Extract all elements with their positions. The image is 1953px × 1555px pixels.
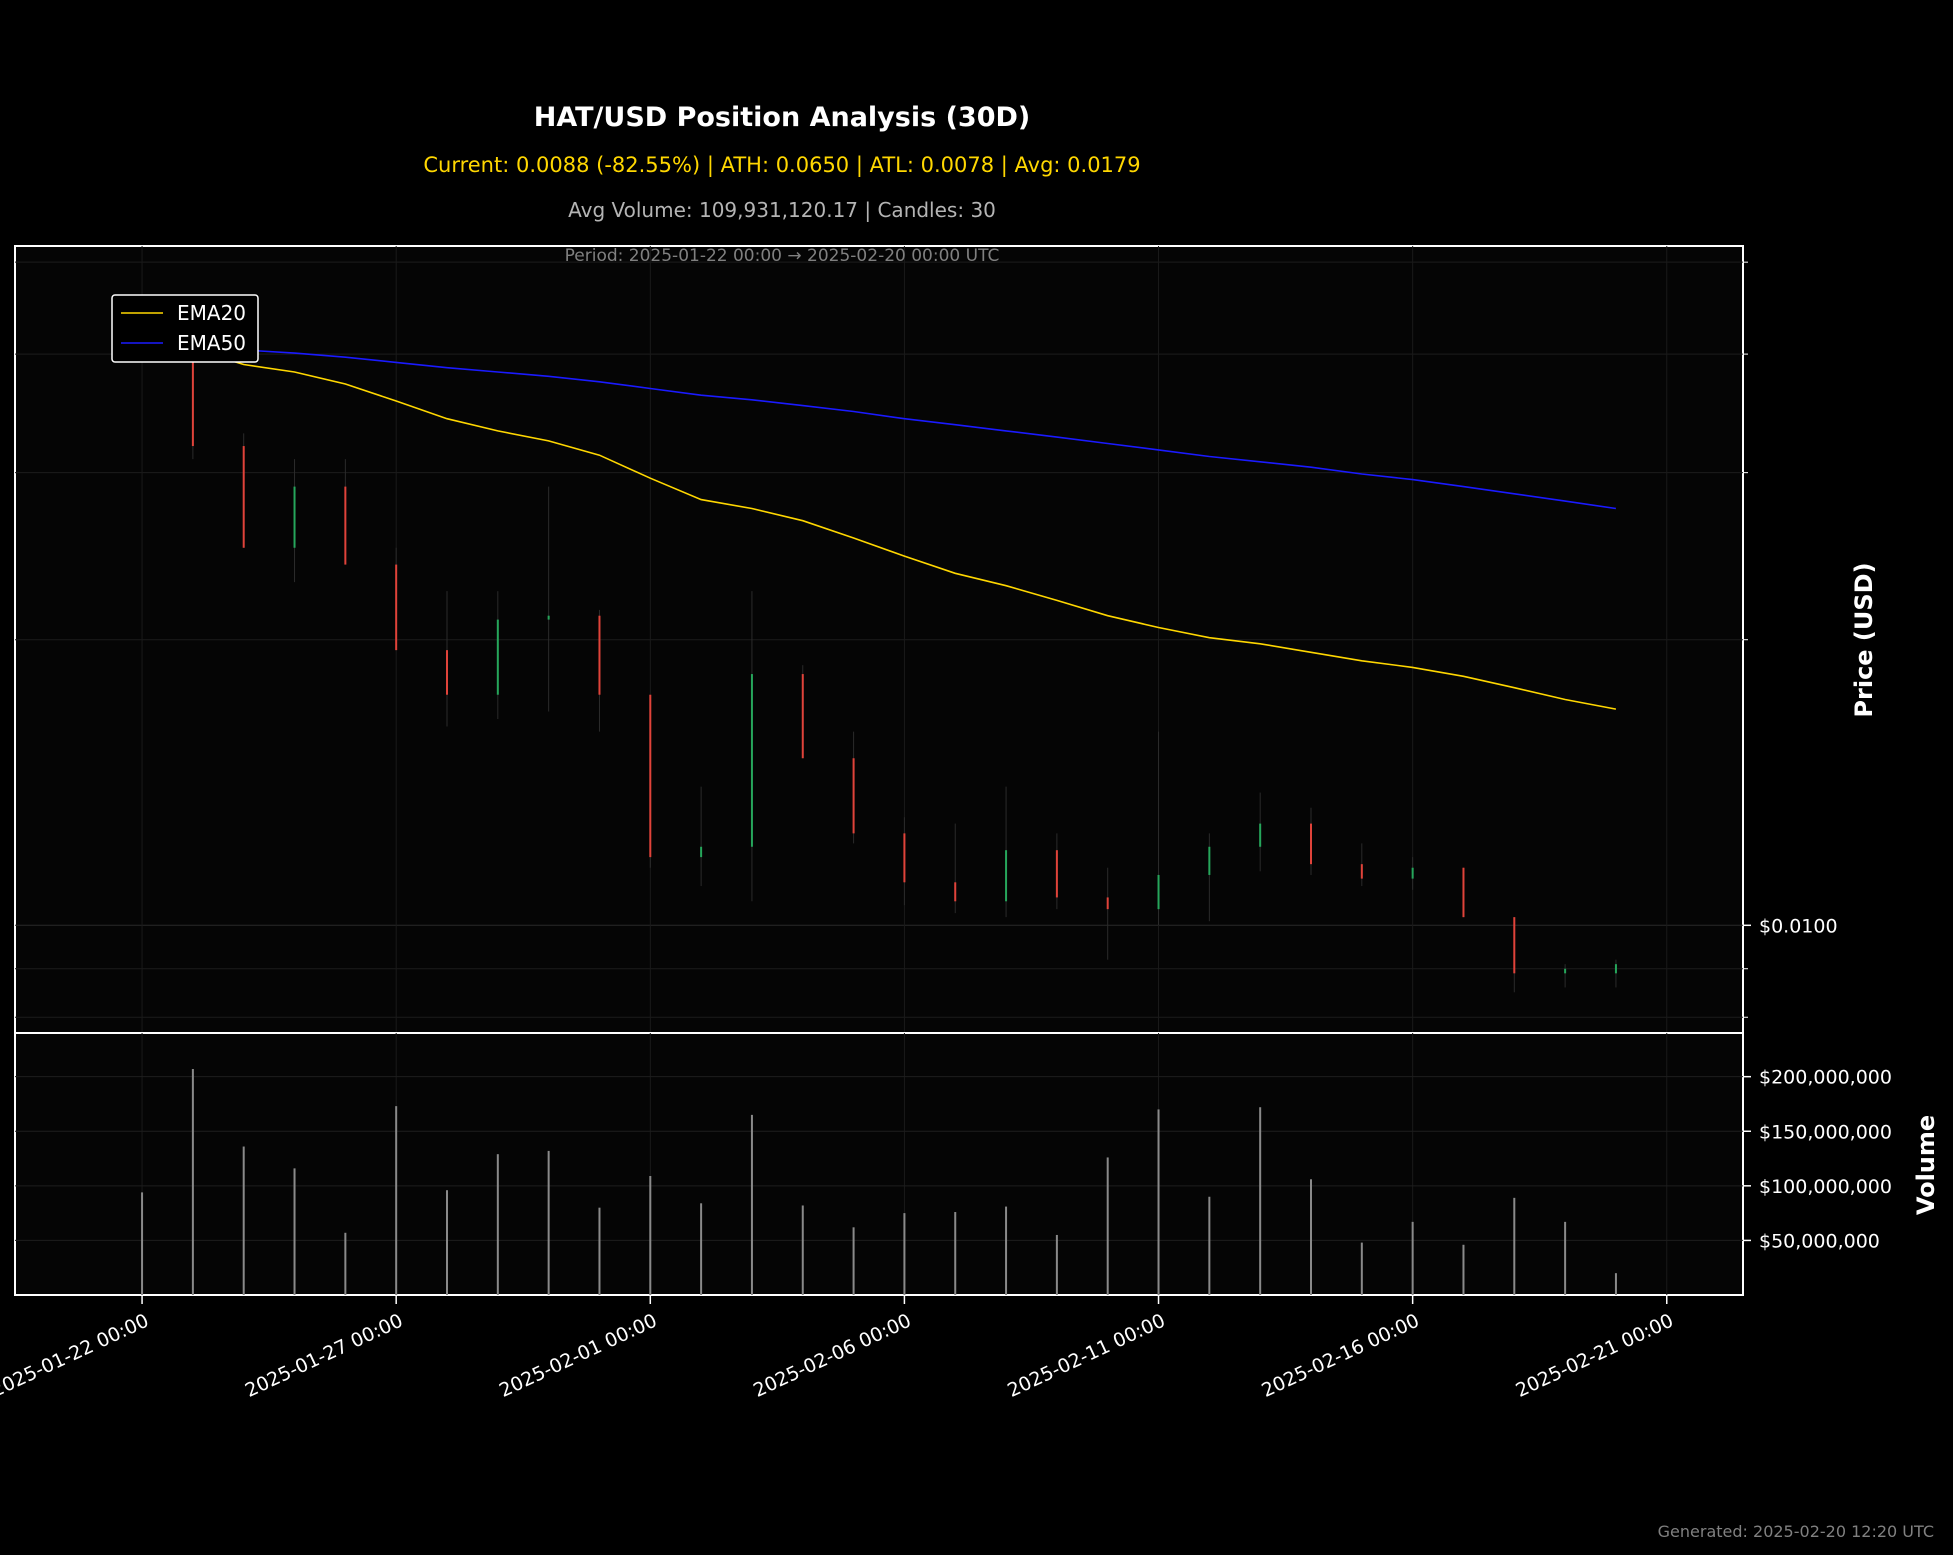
- volume-bars: [141, 1069, 1617, 1295]
- candle-body-up: [496, 619, 499, 695]
- volume-bar: [801, 1205, 804, 1295]
- candle-body-down: [1360, 864, 1363, 879]
- volume-bar: [344, 1232, 347, 1295]
- candle-body-down: [801, 674, 804, 759]
- candle-body-up: [1259, 823, 1262, 847]
- price-tick-label: $0.0100: [1759, 915, 1838, 937]
- volume-bar: [1055, 1234, 1058, 1295]
- volume-bar: [1106, 1157, 1109, 1295]
- volume-bar: [242, 1146, 245, 1295]
- candle-body-down: [1462, 867, 1465, 918]
- candle-body-up: [750, 674, 753, 847]
- legend-box: [111, 294, 259, 363]
- volume-bar: [1513, 1197, 1516, 1295]
- candle-body-down: [191, 343, 194, 447]
- candle-body-down: [395, 564, 398, 651]
- volume-panel: [14, 1032, 1744, 1296]
- volume-axis-label: Volume: [1912, 1115, 1940, 1215]
- legend: EMA20 EMA50: [111, 294, 259, 363]
- x-tick-label: 2025-02-16 00:00: [1258, 1310, 1422, 1402]
- candle-body-down: [1106, 897, 1109, 910]
- candle-body-down: [903, 833, 906, 883]
- volume-bar: [649, 1176, 652, 1295]
- price-y-axis: $0.0100: [1743, 261, 1838, 1018]
- x-tick-label: 2025-02-06 00:00: [750, 1310, 914, 1402]
- chart-title: HAT/USD Position Analysis (30D): [534, 102, 1031, 133]
- candle-body-up: [1005, 850, 1008, 902]
- volume-bar: [141, 1192, 144, 1295]
- candle-body-down: [1055, 850, 1058, 898]
- x-tick-label: 2025-02-01 00:00: [496, 1310, 660, 1402]
- ema50-line: [142, 343, 1617, 510]
- price-axis-label: Price (USD): [1850, 562, 1878, 717]
- candle-body-down: [649, 694, 652, 858]
- candle-body-down: [446, 650, 448, 695]
- period-line: Period: 2025-01-22 00:00 → 2025-02-20 00…: [565, 246, 1000, 266]
- candle-body-up: [1411, 867, 1414, 879]
- volume-bar: [954, 1212, 957, 1295]
- volume-bar: [700, 1203, 703, 1295]
- price-grid: [15, 246, 1743, 1033]
- volume-bar: [1564, 1221, 1567, 1295]
- candle-body-down: [344, 486, 347, 565]
- volume-bar: [750, 1114, 753, 1295]
- volume-bar: [293, 1168, 296, 1295]
- volume-tick-label: $150,000,000: [1759, 1121, 1892, 1143]
- candle-body-down: [852, 758, 855, 834]
- candle-body-up: [293, 486, 296, 548]
- volume-bar: [903, 1213, 906, 1295]
- candle-body-up: [700, 846, 703, 858]
- volume-bar: [1310, 1179, 1312, 1295]
- x-tick-label: 2025-01-22 00:00: [0, 1310, 152, 1402]
- stats-line: Current: 0.0088 (-82.55%) | ATH: 0.0650 …: [423, 153, 1140, 178]
- volume-tick-label: $100,000,000: [1759, 1176, 1892, 1198]
- candle-body-down: [598, 615, 601, 695]
- candle-body-up: [1564, 968, 1567, 974]
- generated-footer: Generated: 2025-02-20 12:20 UTC: [1658, 1522, 1934, 1541]
- legend-ema50-label: EMA50: [177, 331, 246, 355]
- volume-bar: [598, 1207, 601, 1295]
- volume-summary-line: Avg Volume: 109,931,120.17 | Candles: 30: [568, 198, 996, 222]
- volume-bar: [1614, 1273, 1617, 1295]
- candle-body-up: [1614, 964, 1617, 974]
- volume-tick-label: $200,000,000: [1759, 1067, 1892, 1089]
- candle-body-up: [547, 615, 550, 620]
- volume-bar: [446, 1190, 448, 1295]
- candle-body-up: [1157, 874, 1160, 910]
- ema-lines: [142, 343, 1617, 710]
- candle-body-down: [954, 882, 957, 902]
- x-tick-label: 2025-02-11 00:00: [1004, 1310, 1168, 1402]
- volume-bar: [191, 1069, 194, 1295]
- candle-body-down: [1513, 917, 1516, 974]
- volume-bar: [1005, 1206, 1008, 1295]
- volume-tick-label: $50,000,000: [1759, 1230, 1880, 1252]
- candle-body-down: [242, 446, 245, 548]
- price-candles: [141, 334, 1617, 993]
- candle-body-up: [1208, 846, 1211, 875]
- volume-bar: [1157, 1109, 1160, 1295]
- volume-bar: [1360, 1242, 1363, 1295]
- volume-bar: [496, 1154, 499, 1295]
- x-tick-label: 2025-02-21 00:00: [1512, 1310, 1676, 1402]
- volume-bar: [1259, 1107, 1262, 1295]
- ema20-line: [142, 343, 1617, 710]
- volume-bar: [547, 1150, 550, 1295]
- volume-bar: [852, 1227, 855, 1295]
- volume-bar: [395, 1106, 398, 1295]
- volume-bar: [1411, 1221, 1414, 1295]
- candle-body-down: [1310, 823, 1312, 865]
- x-axis: 2025-01-22 00:00 2025-01-27 00:00 2025-02-…: [0, 1295, 1677, 1402]
- volume-y-axis: $50,000,000 $100,000,000 $150,000,000 $200,…: [1743, 1067, 1892, 1252]
- volume-bar: [1208, 1196, 1211, 1295]
- volume-bar: [1462, 1244, 1465, 1295]
- x-tick-label: 2025-01-27 00:00: [242, 1310, 406, 1402]
- legend-ema20-label: EMA20: [177, 301, 246, 325]
